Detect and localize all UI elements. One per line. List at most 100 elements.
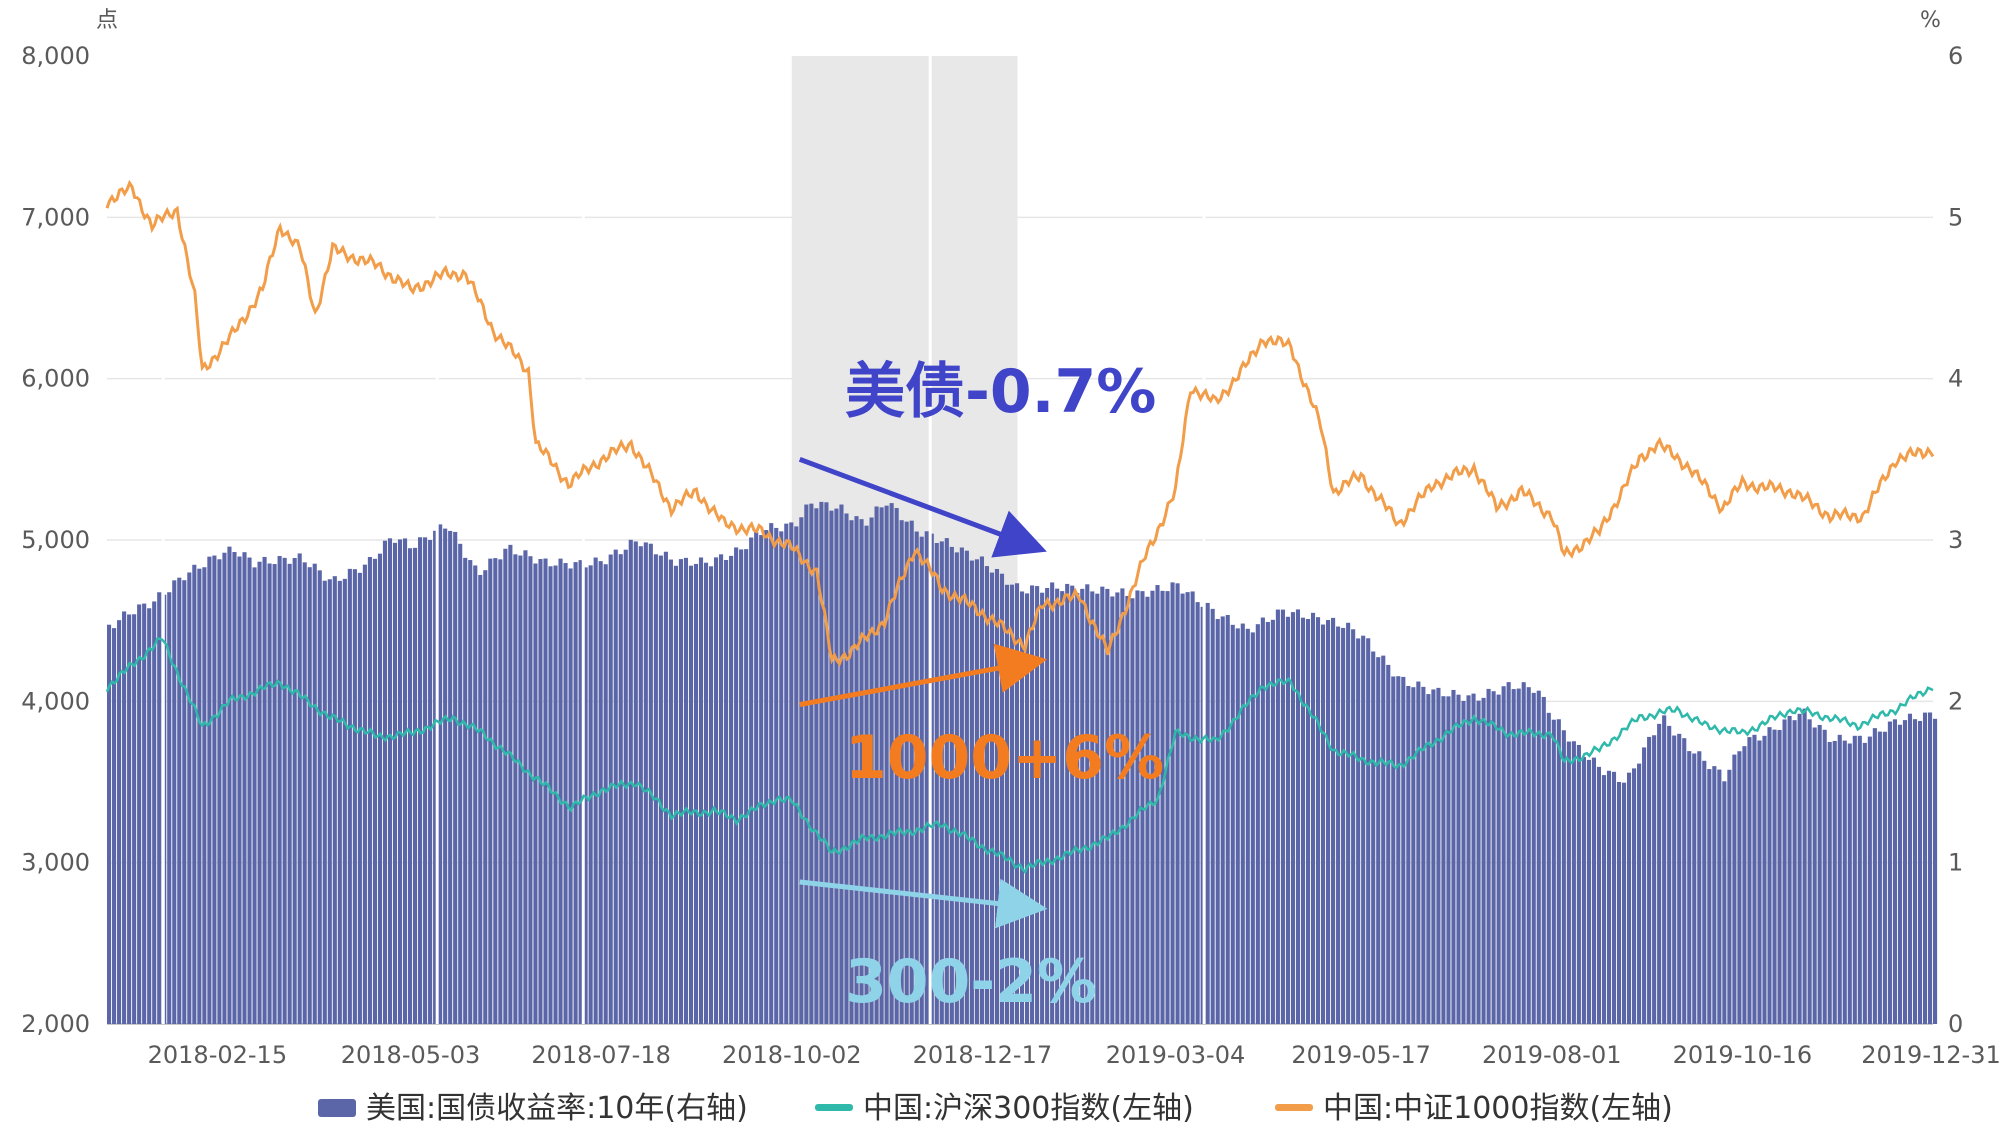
- bond-yield-bar: [543, 558, 548, 1024]
- x-tick-label: 2019-03-04: [1106, 1041, 1245, 1069]
- bond-yield-bar: [312, 563, 317, 1024]
- bond-yield-bar: [568, 568, 573, 1024]
- bond-yield-bar: [1436, 687, 1441, 1024]
- x-tick-label: 2019-10-16: [1673, 1041, 1812, 1069]
- bond-yield-bar: [663, 551, 668, 1024]
- right-tick-label: 6: [1948, 42, 1963, 70]
- bond-yield-bar: [1581, 757, 1586, 1024]
- bond-yield-bar: [1852, 735, 1857, 1024]
- bond-yield-bar: [1426, 694, 1431, 1024]
- bond-yield-bar: [904, 521, 909, 1024]
- bond-yield-bar: [1596, 766, 1602, 1024]
- bond-yield-bar: [177, 577, 182, 1024]
- bond-yield-bar: [413, 547, 418, 1024]
- bond-yield-bar: [1802, 708, 1807, 1024]
- bond-yield-bar: [247, 557, 252, 1024]
- bond-yield-bar: [182, 580, 187, 1024]
- bond-yield-bar: [237, 556, 242, 1024]
- bond-yield-bar: [1406, 685, 1411, 1024]
- bond-yield-bar: [448, 530, 453, 1024]
- bond-yield-bar: [322, 580, 327, 1024]
- bond-yield-bar: [999, 573, 1005, 1024]
- bond-yield-bar: [713, 557, 719, 1024]
- bond-yield-bar: [468, 560, 473, 1024]
- bond-yield-bar: [277, 555, 282, 1024]
- bond-yield-bar: [1205, 602, 1210, 1024]
- right-axis: 6 5 4 3 2 1 0: [1948, 42, 1963, 1038]
- left-axis-unit: 点: [96, 8, 118, 33]
- bond-yield-bar: [754, 532, 759, 1024]
- bond-yield-bar: [1647, 736, 1652, 1024]
- bond-yield-bar: [1326, 620, 1331, 1024]
- bond-yield-bar: [112, 628, 117, 1024]
- bond-yield-bar: [1847, 743, 1852, 1024]
- bond-yield-bar: [914, 531, 919, 1024]
- bond-yield-bar: [1737, 751, 1742, 1024]
- bar-gap: [435, 56, 439, 1024]
- bond-yield-bar: [1566, 741, 1571, 1024]
- bond-yield-bar: [523, 550, 528, 1024]
- bond-yield-bar: [779, 531, 784, 1024]
- bond-yield-bar: [1862, 742, 1867, 1024]
- bond-yield-bar: [1431, 689, 1436, 1024]
- left-tick-label: 6,000: [21, 365, 90, 393]
- bond-yield-bar: [1672, 735, 1677, 1024]
- bond-yield-bar: [483, 570, 488, 1024]
- bond-yield-bar: [1576, 744, 1581, 1024]
- bar-gap: [581, 56, 585, 1024]
- bond-yield-bar: [1110, 596, 1115, 1024]
- bond-yield-bar: [1682, 738, 1687, 1024]
- bond-yield-bar: [869, 517, 874, 1024]
- bond-yield-bar: [668, 559, 673, 1024]
- bond-yield-bar: [1717, 769, 1722, 1024]
- bond-yield-bar: [834, 508, 839, 1024]
- bond-yield-bar: [1501, 686, 1506, 1024]
- annotation-arrow: [799, 643, 1048, 708]
- bond-yield-bar: [1536, 690, 1541, 1024]
- annotation-label: 300-2%: [845, 947, 1097, 1017]
- bond-yield-bar: [1331, 617, 1336, 1024]
- bond-yield-bar: [799, 517, 804, 1024]
- annotation-arrow: [798, 456, 1047, 558]
- bond-yield-bar: [1050, 582, 1055, 1024]
- bond-yield-bar: [919, 536, 924, 1024]
- bond-yield-bar: [1190, 591, 1195, 1024]
- bond-yield-bar: [212, 555, 217, 1024]
- bond-yield-bar: [959, 547, 964, 1024]
- bond-yield-bar: [1175, 583, 1180, 1024]
- bond-yield-bar: [1004, 584, 1010, 1024]
- bond-yield-bar: [392, 542, 398, 1024]
- bond-yield-bar: [132, 614, 137, 1024]
- left-tick-label: 2,000: [21, 1010, 90, 1038]
- bond-yield-bar: [1727, 769, 1732, 1024]
- legend-swatch: [318, 1099, 356, 1117]
- bond-yield-bar: [1677, 733, 1682, 1024]
- x-tick-label: 2019-08-01: [1482, 1041, 1621, 1069]
- bond-yield-bar: [1240, 623, 1245, 1024]
- bond-yield-bar: [488, 558, 493, 1024]
- bond-yield-bar: [944, 538, 949, 1024]
- x-tick-label: 2019-12-31: [1861, 1041, 2000, 1069]
- bond-yield-bar: [739, 549, 744, 1024]
- x-tick-label: 2018-12-17: [913, 1041, 1052, 1069]
- bond-yield-bar: [1787, 715, 1792, 1024]
- bond-yield-bar: [342, 578, 347, 1024]
- bond-yield-bar: [939, 541, 944, 1024]
- bond-yield-bar: [708, 566, 714, 1024]
- bond-yield-bar: [764, 530, 769, 1024]
- bond-yield-bar: [1732, 754, 1737, 1024]
- bond-yield-bar: [332, 576, 337, 1024]
- bond-yield-bar: [1531, 692, 1536, 1024]
- bond-yield-bar: [1070, 585, 1075, 1024]
- bond-yield-bar: [759, 535, 764, 1024]
- right-axis-unit: %: [1920, 8, 1941, 33]
- bond-yield-bar: [819, 501, 824, 1024]
- left-tick-label: 7,000: [21, 203, 90, 231]
- bond-yield-bar: [503, 548, 508, 1024]
- bond-yield-bar: [1697, 751, 1702, 1024]
- bond-yield-bar: [337, 580, 342, 1024]
- bond-yield-bar: [618, 554, 623, 1024]
- bond-yield-bar: [1075, 592, 1080, 1024]
- bond-yield-bar: [402, 538, 408, 1024]
- bond-yield-bar: [1632, 768, 1637, 1024]
